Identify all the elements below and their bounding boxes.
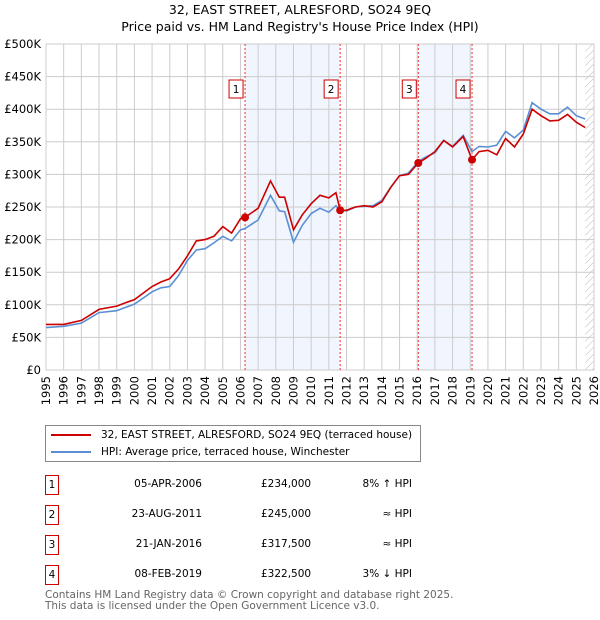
x-tick-label: 2020 <box>481 376 495 405</box>
x-tick-label: 1996 <box>57 376 71 405</box>
price-chart: £0 £50K £100K £150K £200K £250K £300K £350K £400… <box>4 37 600 405</box>
y-tick-label: £300K <box>4 167 41 181</box>
legend-item-hpi: HPI: Average price, terraced house, Winc… <box>46 444 349 460</box>
x-tick-label: 2013 <box>357 376 371 405</box>
sale-number-badge: 4 <box>45 565 59 585</box>
sale-label-number: 3 <box>406 84 413 96</box>
sale-date: 23-AUG-2011 <box>131 508 202 520</box>
sale-label-box <box>455 79 471 99</box>
sale-date: 21-JAN-2016 <box>135 538 202 550</box>
legend-swatch <box>51 451 91 453</box>
plot-border <box>45 43 595 371</box>
x-tick-label: 1998 <box>92 376 106 405</box>
sale-label-number: 1 <box>233 84 240 96</box>
y-tick-label: £200K <box>4 233 41 247</box>
sale-label-box <box>401 79 417 99</box>
sale-hpi-comparison: ≈ HPI <box>382 508 412 520</box>
sale-point <box>241 213 250 222</box>
x-tick-label: 2019 <box>463 376 477 405</box>
x-tick-label: 2003 <box>180 376 194 405</box>
sale-row: 3 21-JAN-2016 £317,500 ≈ HPI <box>45 535 465 555</box>
x-tick-label: 2014 <box>375 376 389 405</box>
sale-label-box <box>228 79 244 99</box>
x-tick-label: 2007 <box>251 376 265 405</box>
x-tick-label: 2025 <box>569 376 583 405</box>
legend-swatch <box>51 434 91 436</box>
y-tick-label: £400K <box>4 102 41 116</box>
x-tick-label: 2009 <box>286 376 300 405</box>
sale-label-box <box>323 79 339 99</box>
sale-price: £245,000 <box>261 508 312 520</box>
sale-hpi-comparison: 3% ↓ HPI <box>362 568 412 580</box>
sale-date: 08-FEB-2019 <box>134 568 202 580</box>
legend-label: HPI: Average price, terraced house, Winc… <box>101 446 350 458</box>
sale-row: 1 05-APR-2006 £234,000 8% ↑ HPI <box>45 475 465 495</box>
sale-point <box>336 206 345 215</box>
x-tick-label: 2005 <box>216 376 230 405</box>
sale-price: £317,500 <box>261 538 312 550</box>
x-tick-label: 2021 <box>499 376 513 405</box>
x-tick-label: 2018 <box>446 376 460 405</box>
sale-date: 05-APR-2006 <box>134 478 202 490</box>
sale-number-badge: 1 <box>45 475 59 495</box>
x-tick-label: 2010 <box>304 376 318 405</box>
sale-number-badge: 3 <box>45 535 59 555</box>
x-tick-label: 1995 <box>39 376 53 405</box>
y-tick-label: £250K <box>4 200 41 214</box>
x-tick-label: 2023 <box>534 376 548 405</box>
sale-label-number: 2 <box>328 84 335 96</box>
x-tick-label: 2008 <box>269 376 283 405</box>
x-tick-label: 2004 <box>198 376 212 405</box>
x-tick-label: 2012 <box>340 376 354 405</box>
sale-hpi-comparison: ≈ HPI <box>382 538 412 550</box>
sale-number-badge: 2 <box>45 505 59 525</box>
y-tick-label: £500K <box>4 37 41 51</box>
y-tick-label: £450K <box>4 70 41 84</box>
property-price-line <box>46 107 586 326</box>
sale-price: £234,000 <box>261 478 312 490</box>
x-tick-label: 2017 <box>428 376 442 405</box>
footer-copyright: Contains HM Land Registry data © Crown c… <box>45 589 454 601</box>
sale-label-number: 4 <box>460 84 467 96</box>
x-tick-label: 2026 <box>587 376 600 405</box>
x-tick-label: 2024 <box>552 376 566 405</box>
sale-point <box>414 158 423 167</box>
y-tick-label: £50K <box>12 330 42 344</box>
chart-subtitle: Price paid vs. HM Land Registry's House … <box>121 19 479 34</box>
chart-title: 32, EAST STREET, ALRESFORD, SO24 9EQ <box>168 2 432 17</box>
sale-row: 2 23-AUG-2011 £245,000 ≈ HPI <box>45 505 465 525</box>
x-tick-label: 2002 <box>163 376 177 405</box>
footer-licence: This data is licensed under the Open Gov… <box>45 600 380 612</box>
x-tick-label: 1997 <box>74 376 88 405</box>
y-tick-label: £100K <box>4 298 41 312</box>
sale-price: £322,500 <box>261 568 312 580</box>
sale-point <box>468 155 477 164</box>
x-tick-label: 1999 <box>110 376 124 405</box>
x-tick-label: 2006 <box>233 376 247 405</box>
y-tick-label: £350K <box>4 135 41 149</box>
legend-label: 32, EAST STREET, ALRESFORD, SO24 9EQ (te… <box>101 429 413 441</box>
legend: 32, EAST STREET, ALRESFORD, SO24 9EQ (te… <box>45 425 421 462</box>
x-tick-label: 2016 <box>410 376 424 405</box>
x-tick-label: 2015 <box>393 376 407 405</box>
y-tick-label: £150K <box>4 265 41 279</box>
x-tick-label: 2001 <box>145 376 159 405</box>
x-tick-label: 2011 <box>322 376 336 405</box>
sale-hpi-comparison: 8% ↑ HPI <box>362 478 412 490</box>
legend-item-property: 32, EAST STREET, ALRESFORD, SO24 9EQ (te… <box>46 427 412 443</box>
y-tick-label: £0 <box>26 363 41 377</box>
sale-row: 4 08-FEB-2019 £322,500 3% ↓ HPI <box>45 565 465 585</box>
x-tick-label: 2000 <box>127 376 141 405</box>
x-tick-label: 2022 <box>516 376 530 405</box>
